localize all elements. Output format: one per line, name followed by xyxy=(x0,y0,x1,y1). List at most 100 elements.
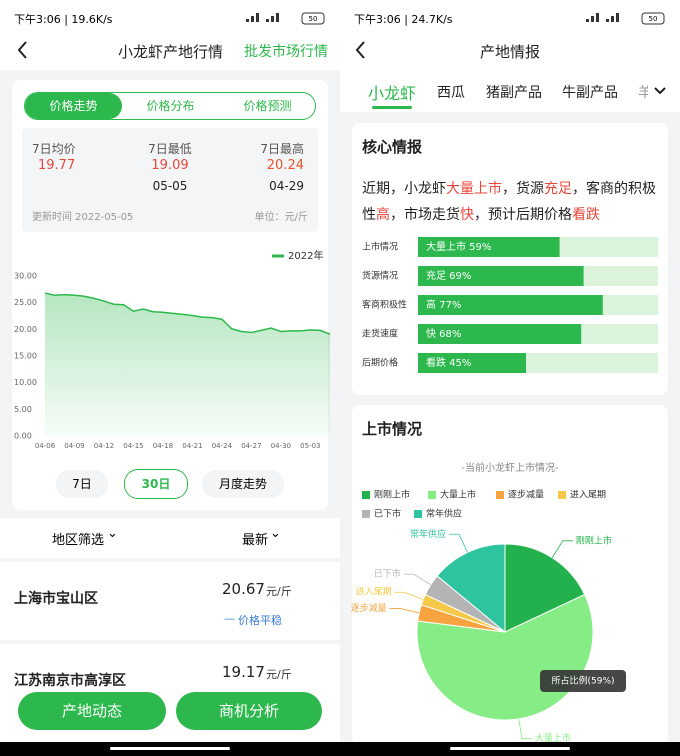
tab-indicator xyxy=(372,106,412,109)
range-button[interactable]: 30日 xyxy=(124,469,188,499)
bar-category: 走货速度 xyxy=(362,328,398,340)
tab-group: 价格走势 价格分布 价格预测 xyxy=(24,92,316,120)
slice-label: 已下市 xyxy=(374,568,401,580)
battery-icon xyxy=(301,12,325,25)
status-time: 下午3:06 | 24.7K/s xyxy=(354,13,453,26)
highlight-text: 大量上市 xyxy=(446,181,502,197)
y-tick-label: 0.00 xyxy=(14,432,32,441)
highlight-text: 充足 xyxy=(544,181,572,197)
x-tick-label: 04-30 xyxy=(271,442,291,450)
category-tab[interactable]: 西瓜 xyxy=(437,85,465,101)
range-button[interactable]: 月度走势 xyxy=(202,470,284,498)
summary-text: 近期，小龙虾 xyxy=(362,181,446,197)
back-button[interactable] xyxy=(355,41,365,59)
pie-title: -当前小龙虾上市情况- xyxy=(461,461,559,474)
battery-level: 50 xyxy=(309,15,318,23)
pie-slice xyxy=(436,543,506,634)
filter-chevron: ⌄ xyxy=(107,526,118,541)
legend-label: 已下市 xyxy=(374,508,401,520)
action-button[interactable]: 商机分析 xyxy=(176,692,322,730)
bar-label: 看跌 45% xyxy=(426,356,471,369)
bar xyxy=(418,237,560,257)
summary-text: ，货源 xyxy=(502,181,544,197)
trend-icon: — xyxy=(224,612,235,625)
y-tick-label: 5.00 xyxy=(14,405,32,414)
leader-line xyxy=(518,718,532,740)
more-tabs[interactable] xyxy=(654,87,666,95)
y-tick-label: 15.00 xyxy=(14,352,37,361)
bar-label: 充足 69% xyxy=(426,269,471,282)
line xyxy=(44,292,331,335)
stat-date: 05-05 xyxy=(152,179,188,193)
category-tab[interactable]: 小龙虾 xyxy=(368,84,417,103)
bar-category: 后期价格 xyxy=(362,357,398,369)
leader-line xyxy=(394,591,424,600)
leader-line xyxy=(551,540,573,558)
bar-label: 大量上市 59% xyxy=(426,240,491,253)
tab[interactable]: 价格预测 xyxy=(243,99,292,113)
range-button[interactable]: 7日 xyxy=(56,470,108,498)
highlight-text: 高 xyxy=(376,207,390,223)
legend-label: 常年供应 xyxy=(426,508,462,520)
leader-line xyxy=(449,533,468,553)
slice-label: 大量上市 xyxy=(535,732,571,744)
filter[interactable]: 地区筛选 xyxy=(52,533,105,548)
action-button[interactable]: 产地动态 xyxy=(18,692,166,730)
y-tick-label: 25.00 xyxy=(14,298,37,307)
x-tick-label: 04-06 xyxy=(35,442,56,450)
slice-label: 刚刚上市 xyxy=(576,534,612,546)
page-title: 小龙虾产地行情 xyxy=(118,43,224,61)
summary: 近期，小龙虾大量上市，货源充足，客商的积极性高，市场走货快，预计后期价格看跌 xyxy=(362,176,664,228)
legend-label: 刚刚上市 xyxy=(374,489,410,501)
filter[interactable]: 最新 xyxy=(242,533,269,548)
legend-label: 逐步减量 xyxy=(508,489,544,501)
tab[interactable]: 价格走势 xyxy=(25,93,122,119)
category-tab[interactable]: 牛副产品 xyxy=(562,85,618,101)
stat-label: 7日最高 xyxy=(260,142,304,156)
price-unit: 元/斤 xyxy=(266,668,292,681)
category-tab[interactable]: 猪副产品 xyxy=(486,85,542,101)
x-tick-label: 04-09 xyxy=(64,442,84,450)
bar-category: 客商积极性 xyxy=(362,299,407,311)
trend: 价格平稳 xyxy=(238,614,282,627)
tab[interactable]: 价格分布 xyxy=(146,99,195,113)
price: 19.17 xyxy=(222,663,265,681)
section-title: 核心情报 xyxy=(362,138,423,156)
battery-level: 50 xyxy=(649,15,658,23)
list-item[interactable] xyxy=(0,562,340,640)
pie-slice xyxy=(504,543,586,633)
legend-label: 2022年 xyxy=(288,249,323,262)
stats-box xyxy=(22,128,318,232)
stat-label: 7日均价 xyxy=(32,142,76,156)
bar-label: 高 77% xyxy=(426,298,461,311)
section-title: 上市情况 xyxy=(362,420,423,438)
bar-chart: 上市情况 大量上市 59% 货源情况 充足 69% 客商积极性 高 77% 走货速度 快 68… xyxy=(362,237,658,373)
y-tick-label: 30.00 xyxy=(14,272,37,281)
highlight-text: 看跌 xyxy=(572,207,600,223)
legend-swatch xyxy=(362,491,370,499)
signal-icon xyxy=(246,13,279,22)
line-chart: 0.00 5.00 10.00 15.00 20.00 25.00 30.00 04-06 04… xyxy=(14,249,331,450)
legend-swatch xyxy=(558,491,566,499)
home-indicator xyxy=(110,747,230,750)
nav-action[interactable]: 批发市场行情 xyxy=(244,44,328,60)
region: 江苏南京市高淳区 xyxy=(14,673,126,689)
legend-swatch xyxy=(362,510,370,518)
area-fill xyxy=(45,293,330,436)
legend-swatch xyxy=(428,491,436,499)
stat-value: 19.77 xyxy=(38,158,76,173)
x-tick-label: 05-03 xyxy=(300,442,320,450)
highlight-text: 快 xyxy=(460,207,474,223)
nav-bar xyxy=(0,742,680,756)
stat-value: 19.09 xyxy=(151,158,189,173)
y-tick-label: 10.00 xyxy=(14,378,37,387)
legend-swatch xyxy=(496,491,504,499)
filter-chevron: ⌄ xyxy=(270,526,281,541)
summary-text: ，预计后期价格 xyxy=(474,207,572,223)
category-tab[interactable]: 羊 xyxy=(638,85,648,101)
back-button[interactable] xyxy=(17,41,27,59)
stat-date: 04-29 xyxy=(269,179,304,193)
battery-icon xyxy=(641,12,665,25)
slice-label: 进入尾期 xyxy=(356,587,392,598)
